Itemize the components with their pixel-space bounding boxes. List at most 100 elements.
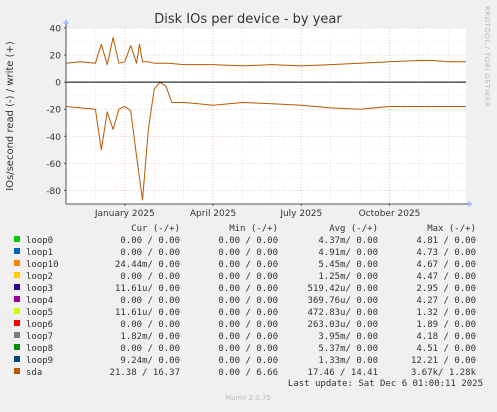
legend-value-avg: 4.91m/ 0.00 (318, 248, 378, 258)
y-tick-label: 0 (55, 79, 61, 89)
legend-value-min: 0.00 / 0.00 (218, 320, 278, 330)
y-tick-label: -40 (46, 133, 61, 143)
legend-value-min: 0.00 / 0.00 (218, 284, 278, 294)
legend-name: loop4 (26, 296, 53, 306)
legend-swatch-loop2 (14, 272, 20, 278)
legend-value-avg: 5.45m/ 0.00 (318, 260, 378, 270)
y-tick-label: 20 (50, 52, 62, 62)
legend-swatch-loop9 (14, 356, 20, 362)
legend-name: loop2 (26, 272, 53, 282)
y-axis-label: IOs/second read (-) / write (+) (5, 41, 16, 191)
legend-name: loop3 (26, 284, 53, 294)
y-axis-arrow (63, 19, 69, 24)
legend-value-min: 0.00 / 0.00 (218, 260, 278, 270)
axes: 40 20 0 -20 -40 -60 -80 January 2025 April 2025 J… (46, 19, 473, 219)
legend-value-cur: 0.00 / 0.00 (120, 320, 180, 330)
legend-value-max: 1.89 / 0.00 (416, 320, 476, 330)
legend-value-max: 1.32 / 0.00 (416, 308, 476, 318)
legend-name: loop10 (26, 260, 59, 270)
legend-value-avg: 1.33m/ 0.00 (318, 356, 378, 366)
legend-swatch-loop10 (14, 260, 20, 266)
legend-swatch-loop5 (14, 308, 20, 314)
legend-value-min: 0.00 / 6.66 (218, 368, 278, 378)
last-update: Last update: Sat Dec 6 01:00:11 2025 (288, 379, 483, 389)
legend-value-max: 4.51 / 0.00 (416, 344, 476, 354)
y-tick-label: -60 (46, 160, 61, 170)
legend-column-header: Max (-/+) (427, 224, 476, 234)
legend-swatch-loop4 (14, 296, 20, 302)
legend-value-cur: 0.00 / 0.00 (120, 248, 180, 258)
x-axis-arrow (468, 201, 473, 207)
legend-value-cur: 0.00 / 0.00 (120, 344, 180, 354)
legend-value-min: 0.00 / 0.00 (218, 344, 278, 354)
chart-title: Disk IOs per device - by year (154, 12, 342, 27)
legend: Cur (-/+) Min (-/+) Avg (-/+) Max (-/+) loop… (14, 224, 477, 378)
legend-value-max: 3.67k/ 1.28k (411, 368, 477, 378)
legend-swatch-sda (14, 368, 20, 374)
series-layer (65, 37, 466, 201)
legend-name: loop1 (26, 248, 53, 258)
legend-value-avg: 4.37m/ 0.00 (318, 236, 378, 246)
legend-swatch-loop8 (14, 344, 20, 350)
legend-value-cur: 21.38 / 16.37 (110, 368, 180, 378)
legend-value-max: 12.21 / 0.00 (411, 356, 476, 366)
legend-value-cur: 0.00 / 0.00 (120, 296, 180, 306)
legend-value-min: 0.00 / 0.00 (218, 356, 278, 366)
legend-value-cur: 1.82m/ 0.00 (120, 332, 180, 342)
legend-value-cur: 0.00 / 0.00 (120, 272, 180, 282)
legend-name: loop0 (26, 236, 53, 246)
legend-value-cur: 11.61u/ 0.00 (115, 284, 180, 294)
legend-swatch-loop7 (14, 332, 20, 338)
legend-value-cur: 0.00 / 0.00 (120, 236, 180, 246)
x-tick-label: April 2025 (190, 209, 236, 219)
legend-swatch-loop0 (14, 236, 20, 242)
y-tick-label: -20 (46, 106, 61, 116)
legend-value-avg: 17.46 / 14.41 (308, 368, 378, 378)
legend-value-avg: 1.25m/ 0.00 (318, 272, 378, 282)
munin-footer: Munin 2.0.75 (225, 394, 271, 402)
x-tick-label: January 2025 (94, 209, 155, 219)
legend-column-header: Min (-/+) (229, 224, 278, 234)
legend-swatch-loop1 (14, 248, 20, 254)
legend-value-max: 2.95 / 0.00 (416, 284, 476, 294)
legend-value-cur: 24.44m/ 0.00 (115, 260, 180, 270)
legend-value-cur: 9.24m/ 0.00 (120, 356, 180, 366)
legend-value-max: 4.27 / 0.00 (416, 296, 476, 306)
legend-name: loop5 (26, 308, 53, 318)
series-line-sda-write (65, 37, 466, 67)
legend-value-avg: 5.37m/ 0.00 (318, 344, 378, 354)
legend-swatch-loop6 (14, 320, 20, 326)
legend-name: sda (26, 368, 42, 378)
x-tick-label: October 2025 (359, 209, 421, 219)
plot-area (66, 28, 466, 204)
legend-value-max: 4.67 / 0.00 (416, 260, 476, 270)
legend-swatch-loop3 (14, 284, 20, 290)
y-tick-label: -80 (46, 187, 61, 197)
legend-value-avg: 472.83u/ 0.00 (308, 308, 378, 318)
legend-name: loop7 (26, 332, 53, 342)
legend-value-cur: 11.61u/ 0.00 (115, 308, 180, 318)
legend-name: loop8 (26, 344, 53, 354)
legend-value-max: 4.47 / 0.00 (416, 272, 476, 282)
legend-value-min: 0.00 / 0.00 (218, 272, 278, 282)
legend-column-header: Avg (-/+) (329, 224, 378, 234)
series-line-sda-read (65, 81, 466, 201)
legend-value-min: 0.00 / 0.00 (218, 248, 278, 258)
x-tick-label: July 2025 (279, 209, 322, 219)
legend-value-max: 4.81 / 0.00 (416, 236, 476, 246)
y-tick-label: 40 (50, 25, 62, 35)
legend-value-min: 0.00 / 0.00 (218, 308, 278, 318)
legend-value-min: 0.00 / 0.00 (218, 332, 278, 342)
legend-value-avg: 263.03u/ 0.00 (308, 320, 378, 330)
legend-value-max: 4.18 / 0.00 (416, 332, 476, 342)
legend-name: loop6 (26, 320, 53, 330)
legend-value-min: 0.00 / 0.00 (218, 236, 278, 246)
legend-value-avg: 369.76u/ 0.00 (308, 296, 378, 306)
legend-value-avg: 519.42u/ 0.00 (308, 284, 378, 294)
legend-column-header: Cur (-/+) (131, 224, 180, 234)
legend-value-max: 4.73 / 0.00 (416, 248, 476, 258)
legend-name: loop9 (26, 356, 53, 366)
rrdtool-watermark: RRDTOOL / TOBI OETIKER (483, 6, 491, 107)
legend-value-avg: 3.95m/ 0.00 (318, 332, 378, 342)
